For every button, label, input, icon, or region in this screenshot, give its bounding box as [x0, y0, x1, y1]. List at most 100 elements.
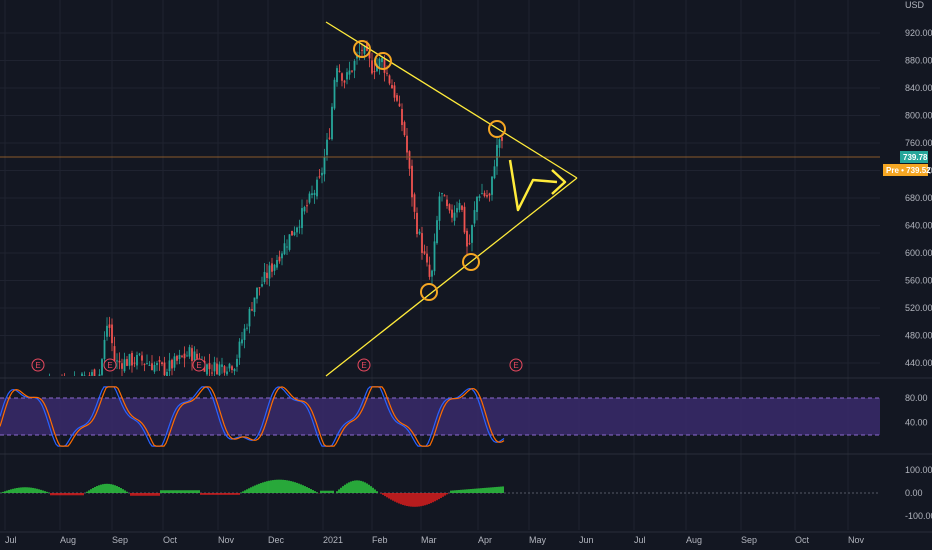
- hist-bar: [342, 486, 344, 493]
- hist-bar: [80, 493, 82, 496]
- candle-body: [333, 79, 336, 109]
- premarket-text: Pre • 739.52: [886, 166, 931, 175]
- hist-bar: [248, 488, 250, 493]
- candle-body: [361, 49, 363, 51]
- hist-bar: [106, 483, 108, 493]
- hist-bar: [498, 486, 500, 493]
- hist-bar: [324, 490, 326, 493]
- candle-body: [441, 193, 443, 195]
- hist-bar: [42, 490, 44, 493]
- time-tick-label: Mar: [421, 535, 437, 545]
- hist-bar: [92, 488, 94, 493]
- candle-body: [156, 363, 158, 366]
- hist-bar: [74, 493, 76, 496]
- candle-body: [371, 60, 373, 74]
- candle-body: [106, 325, 108, 337]
- hist-bar: [142, 493, 144, 496]
- candle-body: [166, 371, 168, 376]
- hist-bar: [134, 493, 136, 496]
- hist-bar: [64, 493, 66, 496]
- hist-bar: [312, 490, 314, 493]
- candle-body: [303, 207, 306, 212]
- hist-bar: [464, 489, 466, 493]
- hist-bar: [38, 489, 40, 493]
- hist-bar: [400, 493, 402, 505]
- candle-body: [128, 354, 131, 366]
- candle-body: [281, 253, 283, 259]
- candle-body: [81, 373, 83, 376]
- hist-bar: [108, 483, 110, 493]
- price-axis[interactable]: 440.00 480.00 520.00 560.00 600.00 640.00 680.…: [883, 0, 932, 521]
- hist-bar: [322, 490, 324, 493]
- hist-bar: [470, 489, 472, 493]
- candle-body: [233, 368, 236, 372]
- candle-body: [456, 208, 458, 213]
- hist-bar: [422, 493, 424, 506]
- candle-body: [321, 172, 323, 176]
- candle-body: [448, 204, 451, 211]
- time-tick-label: Sep: [741, 535, 757, 545]
- hist-bar: [138, 493, 140, 496]
- hist-bar: [474, 488, 476, 493]
- hist-bar: [360, 480, 362, 493]
- candle-body: [378, 58, 381, 67]
- hist-bar: [164, 490, 166, 493]
- pivot-circle: [420, 283, 438, 301]
- hist-bar: [486, 487, 488, 493]
- hist-bar: [50, 493, 52, 496]
- time-tick-label: Aug: [60, 535, 76, 545]
- candle-body: [483, 192, 486, 197]
- hist-bar: [394, 493, 396, 502]
- candle-body: [326, 139, 328, 155]
- candle-body: [153, 364, 156, 372]
- hist-bar: [336, 491, 338, 493]
- hist-bar: [144, 493, 146, 496]
- hist-bar: [8, 489, 10, 493]
- candle-body: [183, 353, 186, 359]
- hist-bar: [372, 487, 374, 493]
- earnings-marker-label: E: [35, 361, 40, 370]
- price-tick-label: 880.00: [905, 56, 932, 66]
- candle-body: [436, 220, 438, 244]
- hist-bar: [468, 489, 470, 493]
- hist-bar: [264, 481, 266, 493]
- time-axis[interactable]: Jul Aug Sep Oct Nov Dec 2021 Feb Mar Apr May Jun Jul…: [5, 535, 865, 545]
- candle-body: [216, 363, 218, 375]
- candle-body: [286, 246, 288, 248]
- candle-body: [126, 359, 128, 366]
- candle-body: [381, 57, 383, 63]
- candle-body: [186, 355, 188, 357]
- earnings-marker-circle: [103, 358, 117, 372]
- hist-bar: [196, 490, 198, 493]
- hist-bar: [392, 493, 394, 501]
- hist-bar: [202, 493, 204, 495]
- hist-bar: [350, 481, 352, 493]
- candle-body: [108, 324, 111, 328]
- hist-bar: [460, 489, 462, 493]
- hist-bar: [186, 490, 188, 493]
- candle-body: [146, 363, 148, 365]
- hist-bar: [216, 493, 218, 495]
- candle-body: [223, 366, 226, 373]
- hist-bar: [56, 493, 58, 496]
- hist-bar: [182, 490, 184, 493]
- hist-bar: [208, 493, 210, 495]
- candle-body: [151, 363, 153, 371]
- candle-body: [226, 371, 228, 375]
- candle-body: [168, 360, 171, 372]
- hist-bar: [90, 489, 92, 493]
- candle-body: [231, 366, 233, 370]
- hist-bar: [124, 490, 126, 493]
- hist-bar: [346, 483, 348, 493]
- candle-body: [206, 364, 208, 375]
- hist-bar: [314, 491, 316, 493]
- hist-bar: [102, 484, 104, 493]
- candle-body: [288, 234, 291, 250]
- hist-bar: [18, 487, 20, 493]
- hist-bar: [212, 493, 214, 495]
- candle-body: [316, 179, 318, 197]
- hist-bar: [432, 493, 434, 503]
